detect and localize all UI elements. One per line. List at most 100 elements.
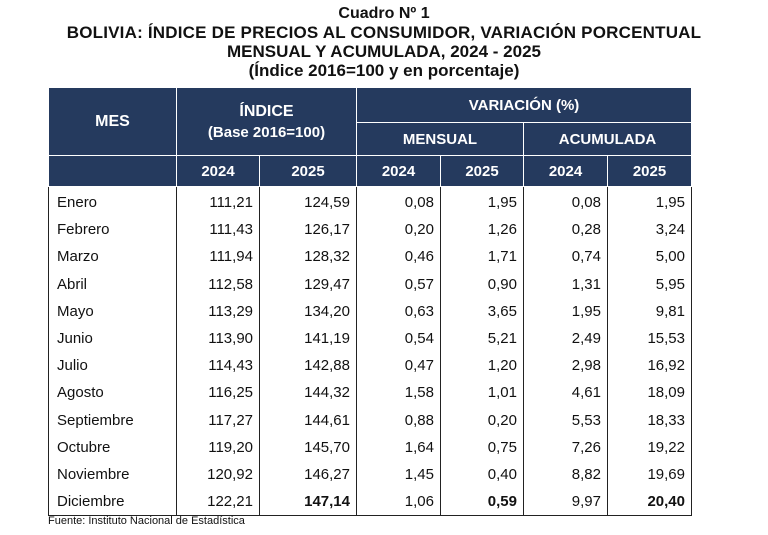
header-year: 2024 [176,155,260,187]
table-row: Octubre 119,20 145,70 1,64 0,75 7,26 19,22 [48,433,692,461]
header-year: 2024 [356,155,441,187]
cell-idx2025: 147,14 [259,488,357,517]
cell-men2025: 3,65 [440,297,524,325]
table-title: BOLIVIA: ÍNDICE DE PRECIOS AL CONSUMIDOR… [66,23,702,42]
cell-acu2024: 9,97 [523,488,608,517]
cell-mes: Julio [48,352,177,380]
cell-acu2025: 19,69 [607,460,692,489]
table-row: Junio 113,90 141,19 0,54 5,21 2,49 15,53 [48,324,692,353]
cell-acu2025: 5,95 [607,270,692,298]
cell-idx2025: 146,27 [259,460,357,489]
header-variacion: VARIACIÓN (%) [356,87,692,123]
cell-men2024: 0,54 [356,324,441,353]
cell-men2024: 1,64 [356,433,441,461]
cell-idx2025: 134,20 [259,297,357,325]
cell-acu2025: 15,53 [607,324,692,353]
cell-men2025: 1,26 [440,216,524,244]
cell-men2024: 0,08 [356,186,441,217]
cell-idx2024: 116,25 [176,379,260,407]
cell-men2024: 1,58 [356,379,441,407]
cell-acu2024: 5,53 [523,406,608,434]
cell-mes: Diciembre [48,488,177,517]
cell-mes: Febrero [48,216,177,244]
cell-men2024: 0,46 [356,243,441,271]
cell-mes: Mayo [48,297,177,325]
cpi-table: MES ÍNDICE (Base 2016=100) VARIACIÓN (%)… [48,87,692,517]
cell-men2024: 0,88 [356,406,441,434]
cell-acu2024: 7,26 [523,433,608,461]
table-row: Febrero 111,43 126,17 0,20 1,26 0,28 3,24 [48,216,692,244]
cell-acu2024: 0,74 [523,243,608,271]
cell-acu2024: 1,95 [523,297,608,325]
cell-acu2024: 2,49 [523,324,608,353]
cell-acu2025: 19,22 [607,433,692,461]
cell-men2025: 0,59 [440,488,524,517]
cell-men2025: 0,20 [440,406,524,434]
cell-idx2024: 111,94 [176,243,260,271]
cell-mes: Noviembre [48,460,177,489]
table-row: Marzo 111,94 128,32 0,46 1,71 0,74 5,00 [48,243,692,271]
cell-mes: Agosto [48,379,177,407]
cell-acu2025: 20,40 [607,488,692,517]
cell-men2025: 1,01 [440,379,524,407]
cell-idx2024: 117,27 [176,406,260,434]
cell-acu2024: 4,61 [523,379,608,407]
cell-men2025: 1,20 [440,352,524,380]
table-row: Mayo 113,29 134,20 0,63 3,65 1,95 9,81 [48,297,692,325]
cell-acu2025: 18,09 [607,379,692,407]
header-year: 2024 [523,155,608,187]
table-units: (Índice 2016=100 y en porcentaje) [248,61,520,80]
cell-idx2024: 112,58 [176,270,260,298]
cell-men2025: 1,95 [440,186,524,217]
cell-idx2024: 122,21 [176,488,260,517]
cell-men2024: 0,57 [356,270,441,298]
cell-acu2025: 5,00 [607,243,692,271]
header-year: 2025 [607,155,692,187]
table-row: Abril 112,58 129,47 0,57 0,90 1,31 5,95 [48,270,692,298]
cell-idx2025: 142,88 [259,352,357,380]
table-row: Septiembre 117,27 144,61 0,88 0,20 5,53 18,33 [48,406,692,434]
cell-acu2024: 8,82 [523,460,608,489]
cell-acu2025: 3,24 [607,216,692,244]
cell-men2025: 0,40 [440,460,524,489]
header-year: 2025 [440,155,524,187]
cell-acu2024: 1,31 [523,270,608,298]
cell-idx2025: 144,61 [259,406,357,434]
cell-mes: Junio [48,324,177,353]
header-acumulada: ACUMULADA [523,122,692,156]
cell-idx2024: 113,90 [176,324,260,353]
cell-acu2025: 1,95 [607,186,692,217]
header-indice-base: (Base 2016=100) [207,123,326,141]
cell-idx2024: 111,43 [176,216,260,244]
source-note: Fuente: Instituto Nacional de Estadístic… [48,515,245,527]
cell-idx2025: 145,70 [259,433,357,461]
cell-men2024: 1,06 [356,488,441,517]
cell-men2024: 1,45 [356,460,441,489]
cell-idx2025: 128,32 [259,243,357,271]
cell-mes: Octubre [48,433,177,461]
table-body: Enero 111,21 124,59 0,08 1,95 0,08 1,95 Febrero… [48,186,692,517]
table-row: Agosto 116,25 144,32 1,58 1,01 4,61 18,09 [48,379,692,407]
table-row: Noviembre 120,92 146,27 1,45 0,40 8,82 19,69 [48,460,692,489]
cell-idx2024: 119,20 [176,433,260,461]
cell-idx2025: 124,59 [259,186,357,217]
cell-idx2025: 126,17 [259,216,357,244]
header-mes: MES [48,87,177,156]
cell-idx2025: 144,32 [259,379,357,407]
cell-men2024: 0,63 [356,297,441,325]
cell-idx2024: 111,21 [176,186,260,217]
cell-idx2024: 120,92 [176,460,260,489]
cell-men2025: 1,71 [440,243,524,271]
cell-men2024: 0,20 [356,216,441,244]
table-row: Diciembre 122,21 147,14 1,06 0,59 9,97 20,40 [48,488,692,517]
cell-acu2024: 0,08 [523,186,608,217]
cell-idx2025: 129,47 [259,270,357,298]
cell-acu2025: 9,81 [607,297,692,325]
header-indice-label: ÍNDICE [239,102,294,120]
cell-acu2024: 2,98 [523,352,608,380]
header-indice: ÍNDICE (Base 2016=100) [176,87,357,156]
header-year: 2025 [259,155,357,187]
table-subtitle: MENSUAL Y ACUMULADA, 2024 - 2025 [227,42,541,61]
cell-acu2025: 18,33 [607,406,692,434]
cell-men2025: 0,75 [440,433,524,461]
